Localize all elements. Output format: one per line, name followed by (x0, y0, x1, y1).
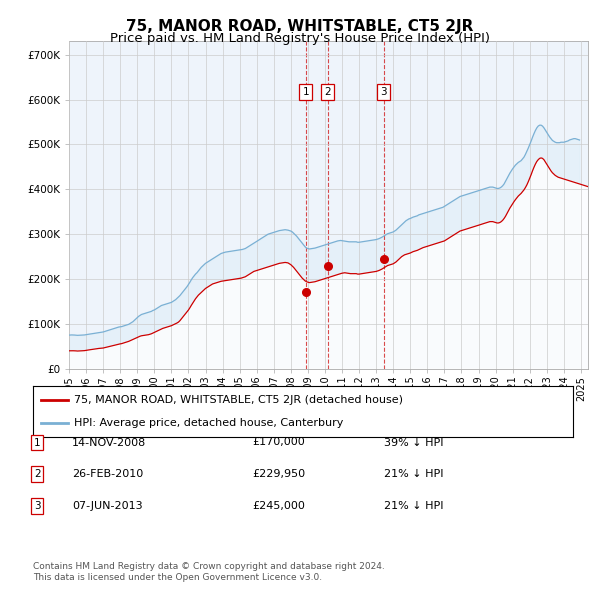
Text: Contains HM Land Registry data © Crown copyright and database right 2024.
This d: Contains HM Land Registry data © Crown c… (33, 562, 385, 582)
Text: 21% ↓ HPI: 21% ↓ HPI (384, 470, 443, 479)
Text: 21% ↓ HPI: 21% ↓ HPI (384, 502, 443, 511)
Text: 39% ↓ HPI: 39% ↓ HPI (384, 438, 443, 447)
Text: 26-FEB-2010: 26-FEB-2010 (72, 470, 143, 479)
Text: 2: 2 (34, 470, 41, 479)
Text: 75, MANOR ROAD, WHITSTABLE, CT5 2JR (detached house): 75, MANOR ROAD, WHITSTABLE, CT5 2JR (det… (74, 395, 403, 405)
Text: 1: 1 (302, 87, 309, 97)
Text: 2: 2 (324, 87, 331, 97)
Text: 1: 1 (34, 438, 41, 447)
Text: HPI: Average price, detached house, Canterbury: HPI: Average price, detached house, Cant… (74, 418, 343, 428)
Text: 75, MANOR ROAD, WHITSTABLE, CT5 2JR: 75, MANOR ROAD, WHITSTABLE, CT5 2JR (127, 19, 473, 34)
Text: Price paid vs. HM Land Registry's House Price Index (HPI): Price paid vs. HM Land Registry's House … (110, 32, 490, 45)
Text: 3: 3 (34, 502, 41, 511)
Text: £229,950: £229,950 (252, 470, 305, 479)
Text: 07-JUN-2013: 07-JUN-2013 (72, 502, 143, 511)
Text: £245,000: £245,000 (252, 502, 305, 511)
Text: 14-NOV-2008: 14-NOV-2008 (72, 438, 146, 447)
Text: 3: 3 (380, 87, 387, 97)
Text: £170,000: £170,000 (252, 438, 305, 447)
